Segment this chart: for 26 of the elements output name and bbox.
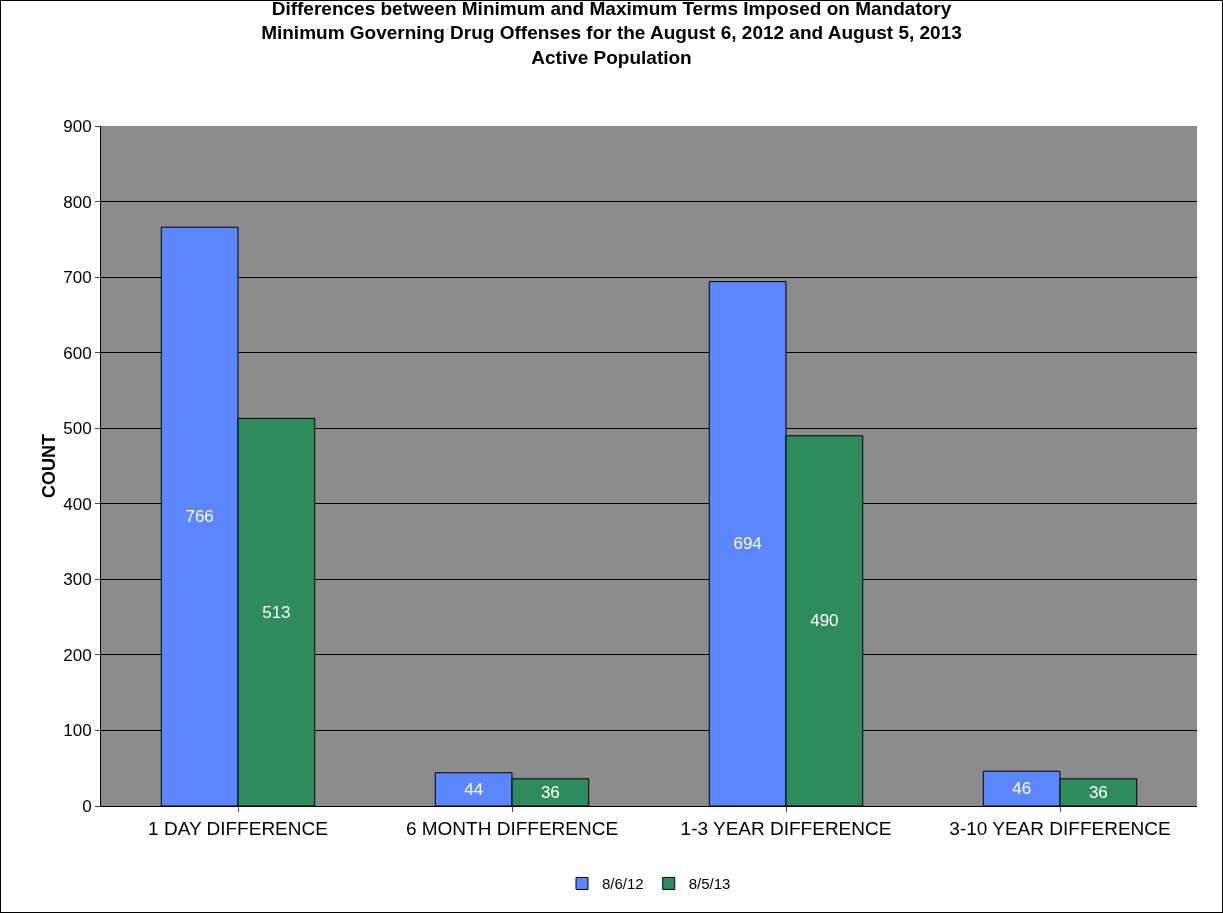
- y-tick-label: 500: [63, 419, 92, 439]
- x-tick-label: 1 DAY DIFFERENCE: [148, 817, 328, 839]
- legend-label: 8/5/13: [688, 875, 731, 893]
- data-label: 36: [1088, 782, 1108, 802]
- x-tick-label: 1-3 YEAR DIFFERENCE: [680, 817, 892, 839]
- y-tick-label: 700: [63, 268, 92, 288]
- legend-label: 8/6/12: [602, 875, 644, 893]
- data-label: 490: [810, 611, 839, 631]
- y-axis-title: COUNT: [39, 434, 59, 498]
- y-tick-label: 800: [63, 192, 92, 212]
- data-label: 36: [540, 782, 560, 802]
- x-tick-label: 6 MONTH DIFFERENCE: [405, 817, 619, 839]
- x-tick-label: 3-10 YEAR DIFFERENCE: [949, 817, 1171, 839]
- y-tick-label: 0: [82, 796, 92, 816]
- data-label: 694: [733, 534, 762, 554]
- y-tick-label: 300: [63, 570, 92, 590]
- data-label: 513: [262, 602, 291, 622]
- y-tick-label: 100: [63, 721, 92, 741]
- data-label: 766: [185, 507, 214, 527]
- y-tick-label: 600: [63, 343, 92, 363]
- chart-title: Differences between Minimum and Maximum Terms Imposed on Mandatory Minimum Governing Drug Offenses for the August 6, 2012 and August 5, 2013 Active Population: [261, 0, 962, 69]
- data-label: 44: [464, 779, 484, 799]
- data-label: 46: [1012, 779, 1032, 799]
- y-tick-label: 900: [63, 116, 92, 136]
- y-tick-label: 200: [63, 645, 92, 665]
- y-tick-label: 400: [63, 494, 92, 514]
